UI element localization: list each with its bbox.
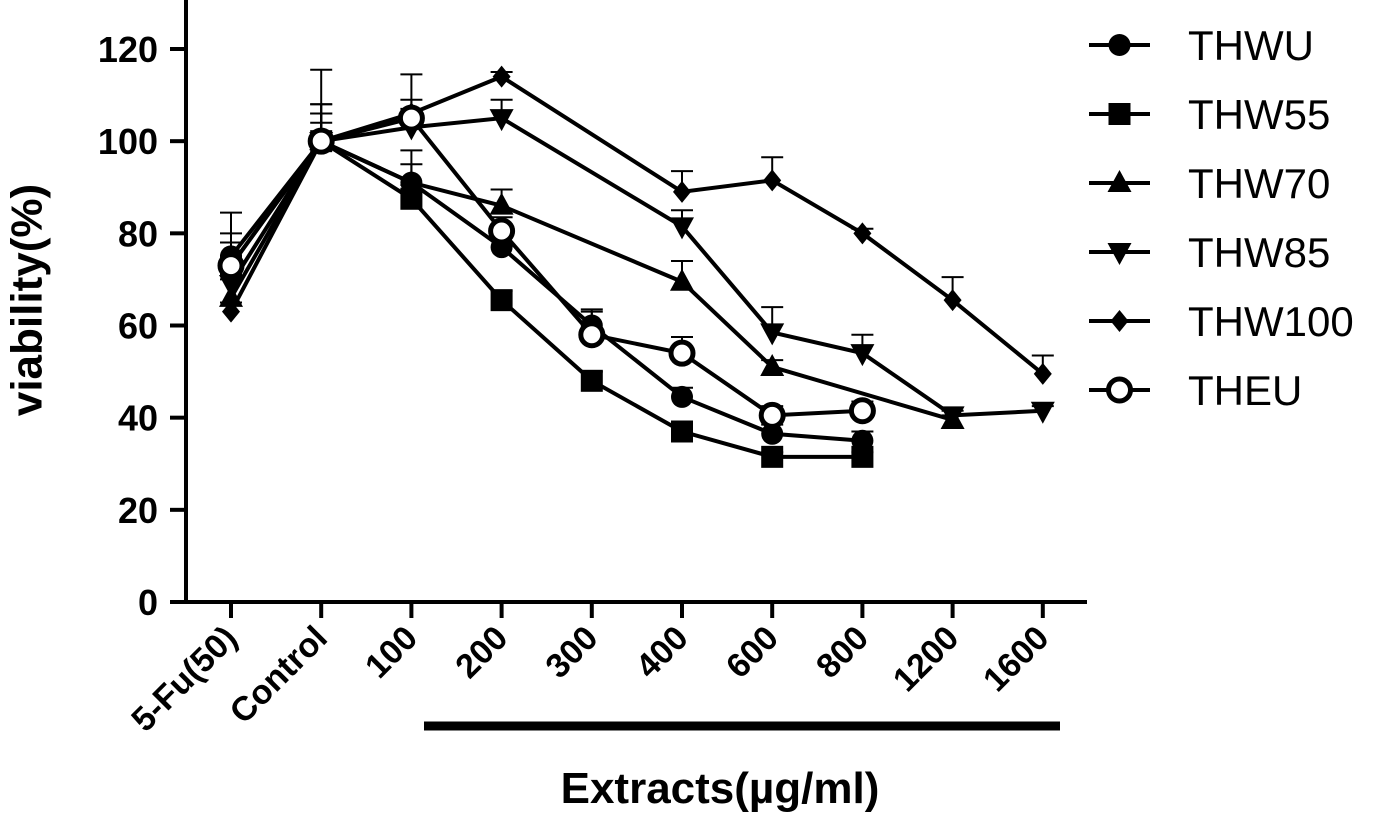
data-point [580, 369, 603, 392]
legend-label: THW55 [1188, 91, 1330, 138]
legend-item: THW55 [1089, 91, 1330, 138]
x-tick-label: 800 [809, 619, 876, 686]
legend-label: THW70 [1188, 160, 1330, 207]
data-point [488, 217, 516, 245]
data-point [1030, 401, 1055, 424]
data-point [940, 406, 965, 429]
data-point [853, 222, 872, 245]
series-thw100 [220, 65, 1054, 385]
data-point [760, 323, 785, 346]
legend-label: THW100 [1188, 298, 1354, 345]
data-point [578, 321, 606, 349]
data-point [673, 180, 691, 203]
x-tick-label: 300 [538, 619, 605, 686]
data-point [307, 127, 335, 155]
y-ticks: 0 20 40 60 80 100 120 [98, 29, 186, 623]
data-point [489, 192, 514, 215]
y-tick-label: 0 [138, 582, 158, 623]
legend-marker [1108, 34, 1131, 56]
x-tick-label: 1600 [976, 619, 1056, 699]
series-line [229, 138, 863, 459]
x-ticks: 5-Fu(50)Control 100 200 300 400 600 800 1200 160… [124, 602, 1056, 739]
y-tick-label: 100 [98, 121, 158, 162]
y-tick-label: 40 [118, 398, 158, 439]
legend: THWU THW55 THW70 THW85 THW100 THEU [1089, 22, 1354, 414]
x-tick-label: Control [223, 619, 335, 731]
data-point [670, 217, 694, 240]
data-point [400, 187, 423, 210]
legend-item: THW70 [1089, 160, 1330, 207]
y-tick-label: 80 [118, 213, 158, 254]
y-tick-label: 20 [118, 490, 158, 531]
legend-marker [1106, 376, 1133, 404]
y-tick-label: 60 [118, 306, 158, 347]
series-theu [217, 68, 876, 429]
legend-item: THEU [1089, 367, 1302, 414]
x-tick-label: 600 [719, 619, 786, 686]
x-tick-label: 400 [629, 619, 696, 686]
data-point [217, 252, 245, 280]
series-line [229, 138, 863, 443]
x-tick-label: 200 [448, 619, 515, 686]
series-line [229, 115, 863, 418]
axes [184, 0, 1087, 731]
data-point [761, 422, 784, 445]
legend-label: THEU [1188, 367, 1302, 414]
data-point [671, 420, 693, 443]
data-point [397, 104, 425, 132]
y-tick-label: 120 [98, 29, 158, 70]
legend-item: THWU [1089, 22, 1314, 69]
data-point [943, 289, 962, 312]
data-point [851, 445, 874, 468]
data-point [492, 65, 511, 88]
data-point [489, 109, 514, 132]
x-tick-label: 100 [358, 619, 425, 686]
data-point [399, 169, 424, 192]
data-point [219, 275, 243, 298]
data-point [763, 169, 782, 192]
data-point [490, 289, 513, 312]
legend-label: THW85 [1188, 229, 1330, 276]
data-point [668, 339, 696, 367]
data-point [758, 401, 786, 429]
data-point [222, 300, 240, 323]
legend-marker [1108, 103, 1131, 125]
x-tick-label: 1200 [886, 619, 966, 699]
series-line [229, 74, 1045, 376]
legend-marker [1107, 243, 1132, 265]
data-point [671, 385, 693, 408]
data-point [850, 344, 875, 367]
data-point [761, 445, 784, 468]
x-axis-title: Extracts(µg/ml) [561, 764, 880, 813]
data-point [848, 397, 876, 425]
x-tick-label: 5-Fu(50) [124, 619, 244, 739]
series-layer [217, 65, 1055, 468]
legend-marker [1110, 310, 1129, 332]
legend-item: THW100 [1089, 298, 1354, 345]
y-axis-title: viability(%) [3, 184, 52, 416]
data-point [1033, 362, 1052, 385]
legend-item: THW85 [1089, 229, 1330, 276]
legend-label: THWU [1188, 22, 1314, 69]
data-point [670, 268, 694, 291]
data-point [760, 353, 785, 376]
legend-marker [1107, 170, 1132, 192]
